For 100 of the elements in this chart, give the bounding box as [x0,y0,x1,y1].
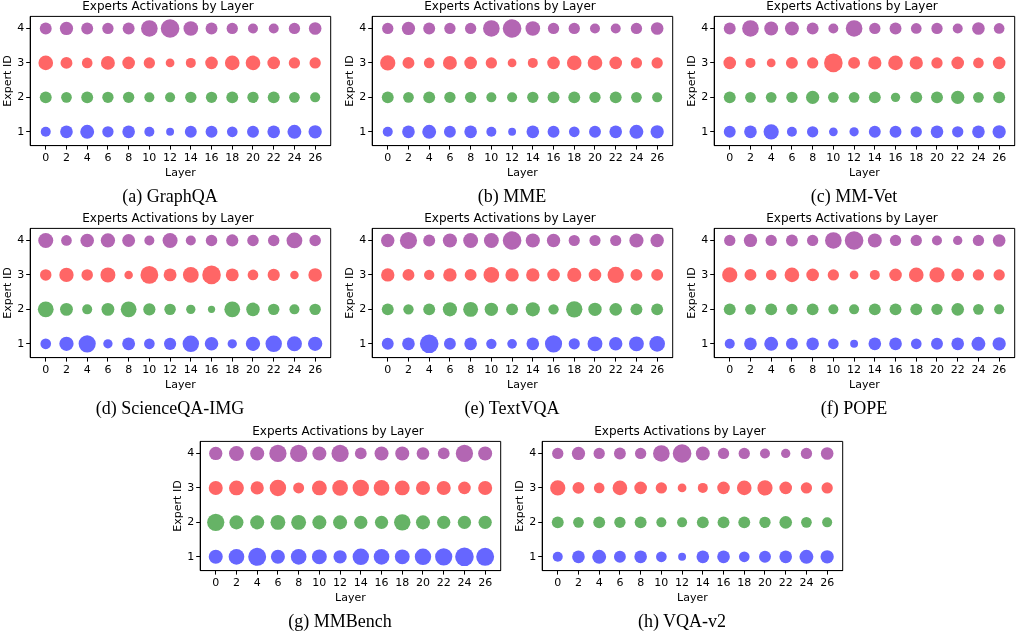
x-tick-label: 18 [909,151,924,165]
x-tick-label: 8 [809,363,817,377]
x-tick-label: 0 [212,576,220,590]
text: (h) VQA-v2 [636,611,728,632]
x-tick-label: 12 [505,151,520,165]
x-tick-label: 4 [83,151,91,165]
x-tick-label: 14 [183,363,198,377]
x-tick-label: 16 [888,151,903,165]
x-tick-label: 10 [826,151,841,165]
y-tick-label: 2 [359,90,367,104]
x-tick-label: 18 [225,363,240,377]
y-axis-title: Expert ID [685,55,699,107]
y-axis-title: Expert ID [513,480,527,532]
x-tick-label: 16 [204,363,219,377]
x-tick-label: 6 [788,151,796,165]
y-tick-label: 1 [529,549,537,563]
x-tick-label: 10 [654,576,669,590]
y-tick-label: 1 [187,549,195,563]
x-tick-label: 20 [245,363,260,377]
y-tick-label: 3 [187,480,195,494]
x-tick-label: 12 [505,363,520,377]
x-tick-label: 10 [826,363,841,377]
x-tick-label: 24 [971,151,986,165]
y-tick-label: 1 [359,336,367,350]
x-tick-label: 14 [867,363,882,377]
x-tick-label: 26 [992,151,1007,165]
x-tick-label: 26 [308,151,323,165]
y-axis-title: Expert ID [343,55,357,107]
chart-title: Experts Activations by Layer [594,424,766,439]
y-tick-label: 1 [17,336,25,350]
x-tick-label: 26 [650,151,665,165]
chart-title: Experts Activations by Layer [424,0,596,14]
x-tick-label: 24 [629,363,644,377]
y-tick-label: 4 [701,21,709,35]
x-axis-title: Layer [165,378,197,392]
y-tick-label: 3 [359,267,367,281]
x-tick-label: 0 [42,363,50,377]
x-tick-label: 4 [253,576,261,590]
x-tick-label: 16 [716,576,731,590]
y-tick-label: 3 [17,55,25,69]
x-axis-title: Layer [335,591,367,605]
y-tick-label: 4 [701,233,709,247]
x-tick-label: 10 [142,151,157,165]
x-tick-label: 16 [888,363,903,377]
y-tick-label: 1 [359,124,367,138]
x-tick-label: 2 [746,151,754,165]
x-tick-label: 20 [245,151,260,165]
x-tick-label: 2 [232,576,240,590]
y-tick-label: 4 [529,446,537,460]
x-tick-label: 6 [788,363,796,377]
x-tick-label: 12 [333,576,348,590]
x-tick-label: 8 [125,363,133,377]
x-axis-title: Layer [507,378,539,392]
x-tick-label: 22 [950,151,965,165]
x-tick-label: 6 [274,576,282,590]
x-tick-label: 20 [587,151,602,165]
x-tick-label: 18 [225,151,240,165]
text: (b) MME [476,186,548,207]
x-tick-label: 2 [404,151,412,165]
x-tick-label: 10 [484,363,499,377]
y-tick-label: 3 [701,55,709,69]
y-axis-title: Expert ID [171,480,185,532]
x-tick-label: 24 [629,151,644,165]
x-tick-label: 24 [457,576,472,590]
x-tick-label: 8 [125,151,133,165]
x-tick-label: 24 [799,576,814,590]
text: (a) GraphQA [121,186,219,207]
y-tick-label: 3 [701,267,709,281]
x-tick-label: 6 [104,363,112,377]
y-tick-label: 4 [17,21,25,35]
x-tick-label: 12 [847,363,862,377]
chart-title: Experts Activations by Layer [766,0,938,14]
x-tick-label: 18 [395,576,410,590]
y-tick-label: 3 [359,55,367,69]
x-tick-label: 26 [820,576,835,590]
x-tick-label: 18 [909,363,924,377]
x-tick-label: 4 [767,151,775,165]
x-tick-label: 10 [142,363,157,377]
x-tick-label: 14 [183,151,198,165]
text: (c) MM-Vet [809,186,899,207]
x-tick-label: 14 [525,363,540,377]
chart-title: Experts Activations by Layer [252,424,424,439]
text: (g) MMBench [287,611,393,632]
x-tick-label: 22 [266,363,281,377]
x-tick-label: 6 [104,151,112,165]
x-tick-label: 8 [467,363,475,377]
x-tick-label: 18 [567,363,582,377]
x-tick-label: 22 [436,576,451,590]
y-tick-label: 4 [359,233,367,247]
x-tick-label: 8 [467,151,475,165]
x-tick-label: 22 [608,151,623,165]
x-tick-label: 24 [287,363,302,377]
x-tick-label: 16 [204,151,219,165]
x-tick-label: 22 [950,363,965,377]
x-tick-label: 24 [971,363,986,377]
x-tick-label: 22 [778,576,793,590]
chart-title: Experts Activations by Layer [424,211,596,226]
x-tick-label: 12 [163,151,178,165]
y-tick-label: 1 [701,336,709,350]
x-tick-label: 16 [546,151,561,165]
